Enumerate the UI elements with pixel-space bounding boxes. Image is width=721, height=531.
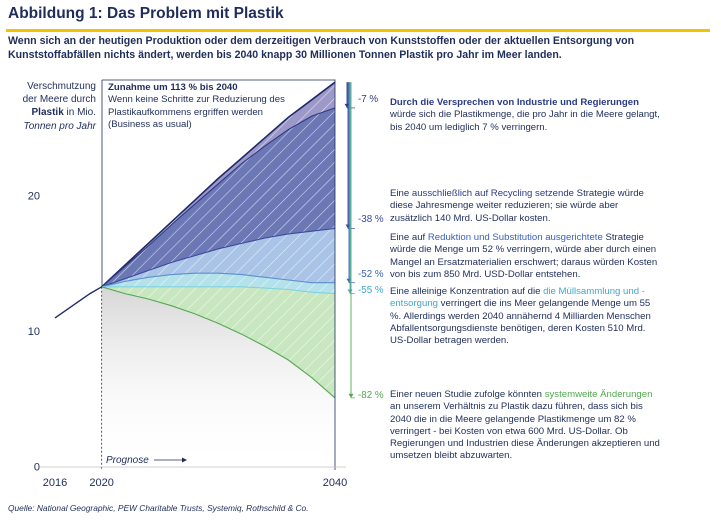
- annotation-reduction-pre: Eine auf: [390, 232, 428, 243]
- annotation-collection-text: verringert die ins Meer gelangende Menge…: [390, 298, 651, 347]
- annotation-reduction-highlight: Reduktion und Substitution ausgerichtete: [427, 232, 603, 243]
- y-axis-label-unit: in Mio.: [63, 107, 96, 119]
- y-axis-label: Verschmutzung der Meere durch Plastik in…: [8, 80, 96, 133]
- annotation-systemic-pre: Einer neuen Studie zufolge könnten: [390, 389, 545, 400]
- annotation-collection: Eine alleinige Konzentration auf die die…: [390, 286, 660, 347]
- projection-shadow-area: [101, 286, 335, 467]
- line-business-as-usual: [101, 81, 336, 288]
- baseline-annotation-body: Wenn keine Schritte zur Reduzierung des …: [108, 94, 285, 130]
- chart-subtitle: Wenn sich an der heutigen Produktion ode…: [8, 35, 635, 61]
- line-history: [54, 286, 103, 319]
- y-axis-label-italic: Tonnen pro Jahr: [23, 120, 96, 132]
- prognose-arrow-head: [182, 457, 187, 463]
- source-note: Quelle: National Geographic, PEW Charita…: [8, 503, 309, 513]
- reduction-bracket-arrow-4: [347, 289, 353, 294]
- line-systemic: [101, 286, 336, 399]
- y-axis-label-bold: Plastik: [31, 107, 64, 119]
- line-recycling: [101, 227, 336, 288]
- pct-label-4: -55 %: [358, 285, 384, 296]
- annotation-recycling-pre: Eine: [390, 188, 412, 199]
- annotation-pledges-highlight: Durch die Versprechen von Industrie und …: [390, 97, 639, 108]
- y-axis-label-line2: der Meere durch: [22, 94, 96, 106]
- annotation-pledges-text: würde sich die Plastikmenge, die pro Jah…: [390, 109, 660, 133]
- x-tick-label: 2040: [323, 477, 347, 489]
- y-tick-label: 20: [28, 191, 40, 203]
- pct-label-5: -82 %: [358, 390, 384, 401]
- annotation-reduction-text: Strategie würde die Menge um 52 % verrin…: [390, 232, 658, 280]
- annotation-systemic: Einer neuen Studie zufolge könnten syste…: [390, 389, 660, 463]
- band-recycling-hatch: [101, 228, 335, 287]
- x-tick-label: 2020: [89, 477, 113, 489]
- line-reduction: [101, 272, 335, 288]
- y-axis-label-line4: Tonnen pro Jahr: [8, 120, 96, 133]
- annotation-systemic-text: an unserem Verhältnis zu Plastik dazu fü…: [390, 401, 660, 462]
- pct-label-3: -52 %: [358, 269, 384, 280]
- annotation-pledges: Durch die Versprechen von Industrie und …: [390, 97, 660, 134]
- reduction-bracket-arrow-5: [348, 393, 354, 398]
- prognose-label: Prognose: [106, 455, 149, 466]
- annotation-systemic-highlight: systemweite Änderungen: [544, 389, 653, 400]
- pct-label-2: -38 %: [358, 214, 384, 225]
- y-axis-label-line1: Verschmutzung: [27, 81, 96, 92]
- baseline-annotation-head: Zunahme um 113 % bis 2040: [108, 82, 238, 93]
- y-axis-label-line3: Plastik in Mio.: [8, 106, 96, 119]
- band-collection-hatch: [101, 286, 335, 398]
- pct-label-1: -7 %: [358, 94, 378, 105]
- annotation-recycling: Eine ausschließlich auf Recycling setzen…: [390, 188, 660, 225]
- line-pledges: [101, 107, 336, 288]
- annotation-recycling-text: Strategie würde diese Jahresmenge weiter…: [390, 188, 644, 224]
- annotation-collection-highlight: die Müllsammlung und -entsorgung: [390, 286, 645, 310]
- x-tick-label: 2016: [43, 477, 67, 489]
- baseline-annotation: Zunahme um 113 % bis 2040 Wenn keine Sch…: [108, 82, 298, 131]
- line-collection: [101, 286, 336, 295]
- title-rule: [6, 29, 710, 32]
- y-tick-label: 10: [28, 326, 40, 338]
- annotation-reduction: Eine auf Reduktion und Substitution ausg…: [390, 232, 660, 281]
- band-business-as-usual-hatch: [101, 82, 335, 287]
- annotation-collection-pre: Eine alleinige Konzentration auf die: [390, 286, 544, 297]
- y-tick-label: 0: [34, 462, 40, 474]
- band-pledges-hatch: [101, 107, 335, 287]
- annotation-recycling-highlight: ausschließlich auf Recycling setzende: [411, 188, 574, 199]
- chart-title: Abbildung 1: Das Problem mit Plastik: [8, 5, 284, 22]
